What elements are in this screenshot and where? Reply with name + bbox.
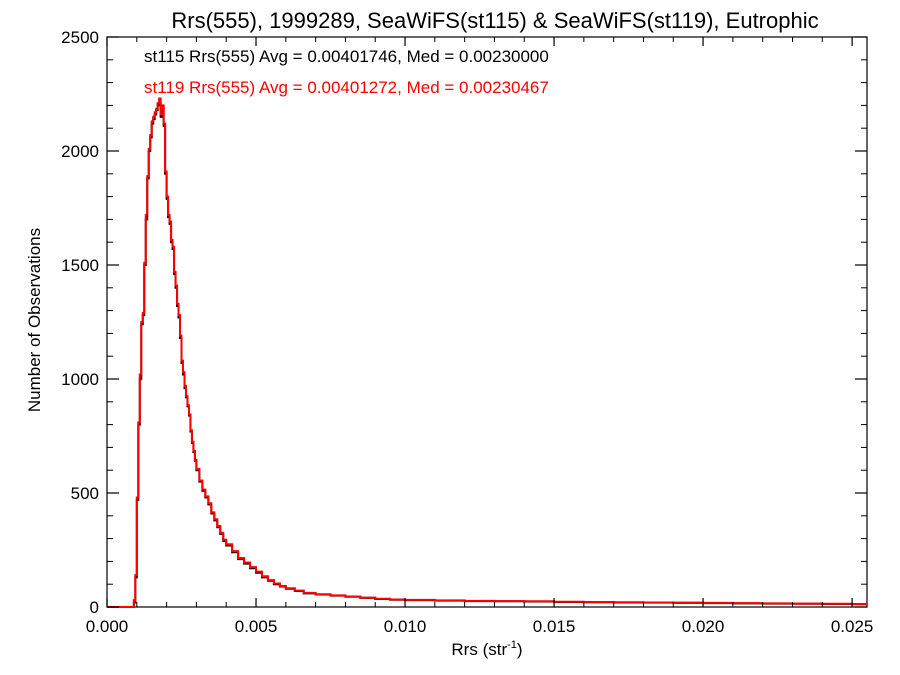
plot-frame	[106, 36, 868, 608]
x-tick-label: 0.020	[682, 617, 725, 636]
x-tick-label: 0.025	[831, 617, 874, 636]
legend-st119: st119 Rrs(555) Avg = 0.00401272, Med = 0…	[144, 78, 549, 97]
x-tick-label: 0.010	[384, 617, 427, 636]
series-layer	[107, 97, 867, 608]
chart-title: Rrs(555), 1999289, SeaWiFS(st115) & SeaW…	[171, 8, 818, 33]
y-tick-label: 0	[90, 598, 99, 617]
x-axis-label-main: Rrs (str	[451, 640, 507, 659]
y-tick-label: 2000	[61, 142, 99, 161]
x-tick-label: 0.015	[533, 617, 576, 636]
y-tick-label: 1500	[61, 256, 99, 275]
y-axis-label: Number of Observations	[25, 228, 44, 412]
y-axis: 0 500 1000 1500 2000 2500	[61, 28, 867, 617]
x-axis-label: Rrs (str-1)	[451, 639, 522, 659]
y-tick-label: 1000	[61, 370, 99, 389]
y-tick-label: 2500	[61, 28, 99, 47]
x-axis: 0.000 0.005 0.010 0.015 0.020 0.025	[86, 37, 874, 636]
histogram-line-1	[107, 97, 867, 608]
plot-border	[106, 36, 868, 608]
x-axis-label-sup: -1	[507, 639, 517, 651]
x-tick-label: 0.005	[235, 617, 278, 636]
x-axis-label-close: )	[517, 640, 523, 659]
x-tick-label: 0.000	[86, 617, 129, 636]
legend-st115: st115 Rrs(555) Avg = 0.00401746, Med = 0…	[144, 47, 549, 66]
y-tick-label: 500	[71, 484, 99, 503]
